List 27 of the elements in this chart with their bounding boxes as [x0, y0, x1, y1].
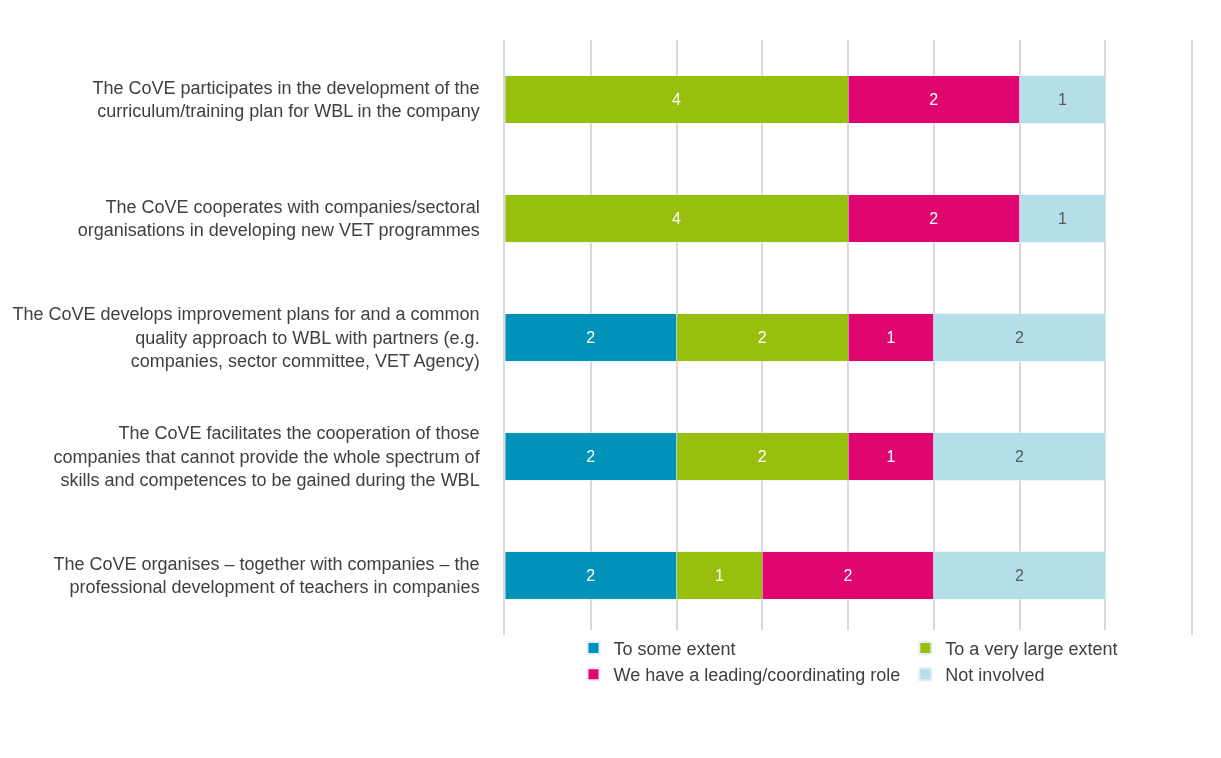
legend-label: Not involved: [945, 665, 1045, 686]
y-tick-label: The CoVE cooperates with companies/sectoral organisations in developing new VET programmes: [77, 197, 480, 241]
data-label: 2: [1015, 567, 1024, 584]
data-label: 1: [714, 567, 724, 584]
y-tick-label: The CoVE develops improvement plans for and a common quality approach to WBL with partners (e.g. companies, sector committee, VET Agency): [12, 304, 480, 372]
y-tick-label: The CoVE participates in the development of the curriculum/training plan for WBL in the company: [92, 78, 480, 122]
data-label: 2: [1015, 329, 1024, 346]
y-tick-label: The CoVE organises – together with companies – the professional development of teachers in companies: [53, 554, 480, 598]
data-label: 4: [672, 91, 681, 108]
data-label: 2: [929, 210, 939, 227]
data-label: 1: [1057, 91, 1067, 108]
data-label: 2: [757, 329, 767, 346]
legend-label: To a very large extent: [945, 638, 1118, 659]
data-label: 4: [672, 210, 681, 227]
data-label: 2: [586, 567, 596, 584]
legend-label: To some extent: [613, 638, 736, 659]
data-label: 1: [886, 329, 896, 346]
y-tick-label: The CoVE facilitates the cooperation of those companies that cannot provide the whole spectrum of skills and competences to be gained during the WBL: [53, 423, 481, 491]
legend-label: We have a leading/coordinating role: [613, 665, 901, 686]
data-label: 1: [1057, 210, 1067, 227]
data-label: 2: [1015, 448, 1024, 465]
data-label: 2: [586, 329, 596, 346]
data-label: 2: [757, 448, 767, 465]
data-label: 2: [929, 91, 939, 108]
data-label: 2: [843, 567, 853, 584]
data-label: 1: [886, 448, 896, 465]
data-label: 2: [586, 448, 596, 465]
